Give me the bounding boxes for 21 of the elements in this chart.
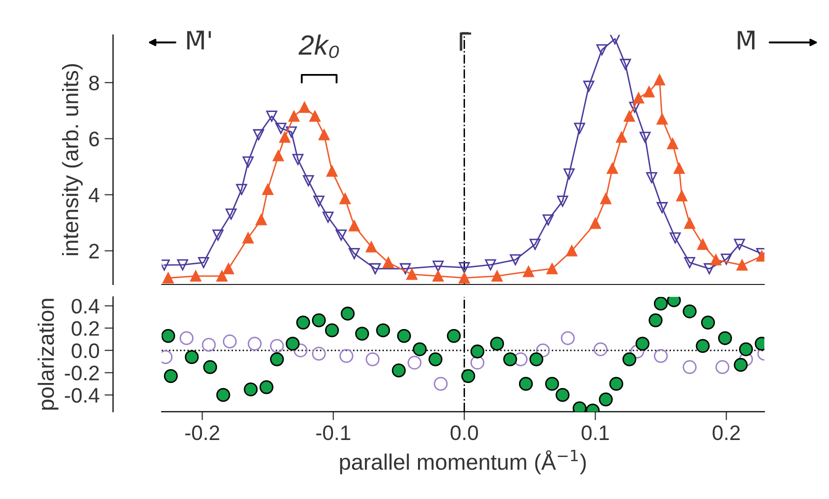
- x-tick-label: -0.1: [316, 425, 350, 440]
- x-tick-label: 0.2: [712, 425, 740, 440]
- y-tick-label: 4: [88, 188, 100, 202]
- y-tick-label: -0.2: [64, 366, 99, 380]
- x-tick-label: -0.2: [185, 425, 220, 440]
- y-tick-label: 0.0: [72, 343, 100, 358]
- y-tick-label: 0.2: [72, 321, 99, 336]
- y-tick-label: 2: [89, 244, 99, 258]
- annotation: M̄: [738, 30, 754, 50]
- y-tick-label: 0.4: [72, 298, 100, 314]
- x-axis-title: parallel momentum (Å$^{−1}$): [340, 450, 586, 474]
- y-tick-label: 8: [89, 76, 99, 90]
- annotation: M̄': [187, 30, 211, 50]
- y-tick-label: -0.4: [64, 388, 100, 403]
- y-tick-label: 6: [89, 132, 99, 146]
- x-tick-label: 0.1: [582, 425, 609, 440]
- x-tick-label: 0.0: [450, 425, 478, 440]
- annotation: Γ̄: [460, 32, 472, 51]
- y-axis-title: intensity (arb. units): [62, 64, 83, 256]
- y-axis-title: polarization: [38, 298, 58, 410]
- annotation: 2k₀: [298, 34, 339, 58]
